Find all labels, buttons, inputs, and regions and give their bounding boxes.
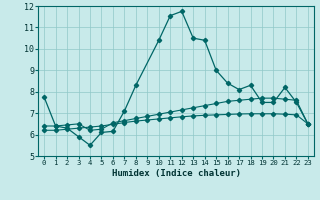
X-axis label: Humidex (Indice chaleur): Humidex (Indice chaleur) <box>111 169 241 178</box>
